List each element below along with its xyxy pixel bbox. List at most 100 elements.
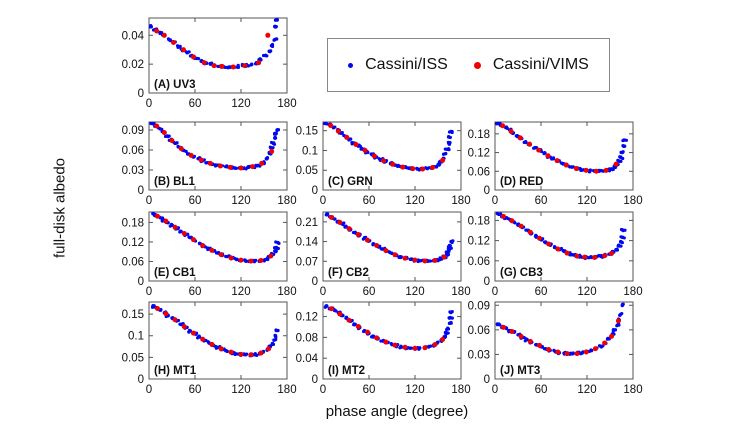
iss-points <box>150 303 280 358</box>
panel-hmt1: 0 60 120 180 0 0.05 0.1 0.15 (H) MT1 <box>122 301 297 396</box>
x-tick-label: 0 <box>320 384 326 396</box>
x-tick-label: 120 <box>577 195 596 207</box>
x-tick-label: 120 <box>405 286 424 298</box>
x-tick-label: 60 <box>535 384 548 396</box>
y-tick-label: 0 <box>484 185 490 197</box>
x-tick-label: 180 <box>277 384 296 396</box>
y-tick-label: 0.05 <box>122 352 144 364</box>
x-tick-label: 120 <box>405 384 424 396</box>
vims-points <box>328 123 446 172</box>
legend: Cassini/ISS Cassini/VIMS <box>327 38 610 92</box>
panel-title: (A) UV3 <box>154 79 196 91</box>
y-tick-label: 0.09 <box>468 300 490 312</box>
y-tick-label: 0 <box>138 374 144 386</box>
x-axis-label: phase angle (degree) <box>325 403 469 420</box>
panel-auv3: 0 60 120 180 0 0.02 0.04 (A) UV3 <box>122 17 297 110</box>
iss-points <box>495 302 625 356</box>
y-tick-label: 0.06 <box>122 256 144 268</box>
iss-marker-icon <box>348 62 354 68</box>
y-tick-label: 0.12 <box>296 312 318 324</box>
vims-points <box>500 318 621 357</box>
x-tick-label: 180 <box>451 195 470 207</box>
panel-title: (D) RED <box>500 176 543 188</box>
x-tick-label: 180 <box>623 195 642 207</box>
x-tick-label: 180 <box>277 286 296 298</box>
panel-title: (B) BL1 <box>154 176 195 188</box>
panel-bbl1: 0 60 120 180 0 0.03 0.06 0.09 (B) BL1 <box>122 121 297 207</box>
y-tick-label: 0.05 <box>296 165 318 177</box>
y-tick-label: 0.1 <box>302 145 318 157</box>
y-tick-label: 0.14 <box>296 237 319 249</box>
panel-title: (G) CB3 <box>500 267 543 279</box>
x-tick-label: 60 <box>363 384 376 396</box>
x-tick-label: 60 <box>189 98 202 110</box>
y-tick-label: 0.02 <box>122 59 144 71</box>
y-tick-label: 0.15 <box>296 126 318 138</box>
y-tick-label: 0.03 <box>468 349 490 361</box>
x-tick-label: 120 <box>231 98 250 110</box>
x-tick-label: 60 <box>363 286 376 298</box>
panel-jmt3: 0 60 120 180 0 0.03 0.06 0.09 (J) MT3 <box>468 300 643 396</box>
x-tick-label: 0 <box>146 286 152 298</box>
iss-points <box>324 212 455 264</box>
panel-title: (H) MT1 <box>154 365 197 377</box>
vims-points <box>500 213 615 260</box>
y-axis-label: full-disk albedo <box>51 157 69 259</box>
vims-points <box>154 28 271 70</box>
y-tick-label: 0.12 <box>468 236 490 248</box>
x-tick-label: 0 <box>146 195 152 207</box>
y-tick-label: 0.18 <box>468 129 490 141</box>
x-tick-label: 60 <box>363 195 376 207</box>
y-tick-label: 0 <box>484 276 490 288</box>
vims-points <box>328 306 446 351</box>
panel-gcb3: 0 60 120 180 0 0.06 0.12 0.18 (G) CB3 <box>468 211 643 298</box>
y-tick-label: 0.03 <box>122 165 144 177</box>
x-tick-label: 120 <box>231 195 250 207</box>
iss-points <box>494 121 629 174</box>
y-tick-label: 0 <box>312 276 318 288</box>
iss-points <box>322 121 454 172</box>
y-tick-label: 0.06 <box>468 325 490 337</box>
x-tick-label: 120 <box>405 195 424 207</box>
y-tick-label: 0.1 <box>128 331 144 343</box>
x-tick-label: 180 <box>277 98 296 110</box>
panel-title: (E) CB1 <box>154 267 196 279</box>
legend-item-iss: Cassini/ISS <box>348 56 448 74</box>
panel-title: (I) MT2 <box>328 365 365 377</box>
x-tick-label: 180 <box>451 286 470 298</box>
y-tick-label: 0.06 <box>468 256 490 268</box>
y-tick-label: 0.08 <box>296 332 318 344</box>
panel-dred: 0 60 120 180 0 0.06 0.12 0.18 (D) RED <box>468 121 643 207</box>
y-tick-label: 0.06 <box>468 166 490 178</box>
x-tick-label: 120 <box>231 384 250 396</box>
x-tick-label: 0 <box>492 384 498 396</box>
x-tick-label: 180 <box>623 384 642 396</box>
x-tick-label: 60 <box>189 384 202 396</box>
legend-label-vims: Cassini/VIMS <box>492 56 589 73</box>
iss-points <box>151 211 281 264</box>
y-tick-label: 0 <box>484 374 490 386</box>
x-tick-label: 60 <box>535 195 548 207</box>
x-tick-label: 60 <box>189 286 202 298</box>
iss-points <box>495 212 627 261</box>
vims-points <box>154 213 274 264</box>
y-tick-label: 0 <box>138 185 144 197</box>
legend-label-iss: Cassini/ISS <box>365 56 448 73</box>
x-tick-label: 60 <box>189 195 202 207</box>
x-tick-label: 0 <box>492 195 498 207</box>
x-tick-label: 120 <box>577 286 596 298</box>
y-tick-label: 0 <box>312 185 318 197</box>
x-tick-label: 180 <box>277 195 296 207</box>
y-tick-label: 0 <box>138 88 144 100</box>
y-tick-label: 0.12 <box>468 148 490 160</box>
y-tick-label: 0.12 <box>122 237 144 249</box>
panel-fcb2: 0 60 120 180 0 0.07 0.14 0.21 (F) CB2 <box>296 211 471 298</box>
y-tick-label: 0.09 <box>122 125 144 137</box>
y-tick-label: 0.21 <box>296 217 318 229</box>
x-tick-label: 120 <box>577 384 596 396</box>
x-tick-label: 0 <box>320 286 326 298</box>
panel-cgrn: 0 60 120 180 0 0.05 0.1 0.15 (C) GRN <box>296 121 471 207</box>
panel-title: (C) GRN <box>328 176 373 188</box>
x-tick-label: 120 <box>231 286 250 298</box>
